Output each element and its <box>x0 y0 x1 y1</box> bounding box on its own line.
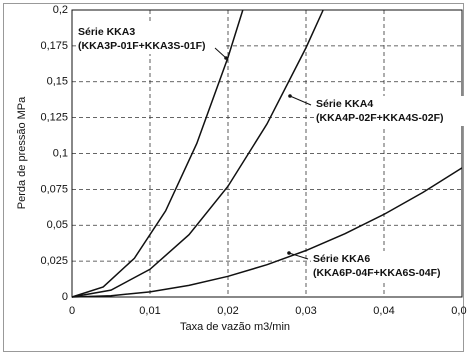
x-tick-label: 0,05 <box>451 305 467 317</box>
y-tick-label: 0 <box>62 291 68 303</box>
line <box>71 9 324 298</box>
label-arrow <box>214 47 227 59</box>
legend-label: (KKA6P-04F+KKA6S-04F) <box>313 267 441 279</box>
arrow-head <box>224 56 228 60</box>
line <box>71 167 463 298</box>
y-tick-label: 0,2 <box>53 4 68 16</box>
x-tick-label: 0 <box>69 305 75 317</box>
label-background <box>314 96 464 126</box>
x-axis-label: Taxa de vazão m3/min <box>180 321 290 333</box>
legend-label: Série KKA4 <box>316 98 373 110</box>
x-tick-label: 0,01 <box>139 305 160 317</box>
y-axis-label: Perda de pressão MPa <box>16 96 28 209</box>
y-tick-label: 0,15 <box>47 76 68 88</box>
y-tick-label: 0,125 <box>40 112 68 124</box>
line <box>71 9 244 298</box>
label-background <box>311 251 461 281</box>
legend-label: (KKA4P-02F+KKA4S-02F) <box>316 112 444 124</box>
label-arrow <box>288 252 309 260</box>
legend-label: (KKA3P-01F+KKA3S-01F) <box>78 40 206 52</box>
frame <box>3 3 464 352</box>
legend-label: Série KKA3 <box>78 26 135 38</box>
label-arrow <box>289 95 312 106</box>
arrow-head <box>288 94 292 98</box>
plot-border <box>71 9 463 298</box>
y-tick-label: 0,05 <box>47 219 68 231</box>
x-tick-label: 0,04 <box>373 305 394 317</box>
label-background <box>76 24 226 54</box>
y-tick-label: 0,175 <box>40 40 68 52</box>
y-tick-label: 0,075 <box>40 183 68 195</box>
x-tick-label: 0,03 <box>295 305 316 317</box>
arrow-head <box>287 251 291 255</box>
y-tick-label: 0,1 <box>53 147 68 159</box>
y-tick-label: 0,025 <box>40 255 68 267</box>
x-tick-label: 0,02 <box>217 305 238 317</box>
legend-label: Série KKA6 <box>313 253 370 265</box>
